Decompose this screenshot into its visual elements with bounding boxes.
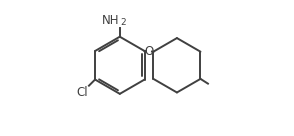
Text: O: O <box>144 45 153 58</box>
Text: Cl: Cl <box>77 86 88 99</box>
Text: 2: 2 <box>121 18 126 27</box>
Text: NH: NH <box>102 14 120 27</box>
